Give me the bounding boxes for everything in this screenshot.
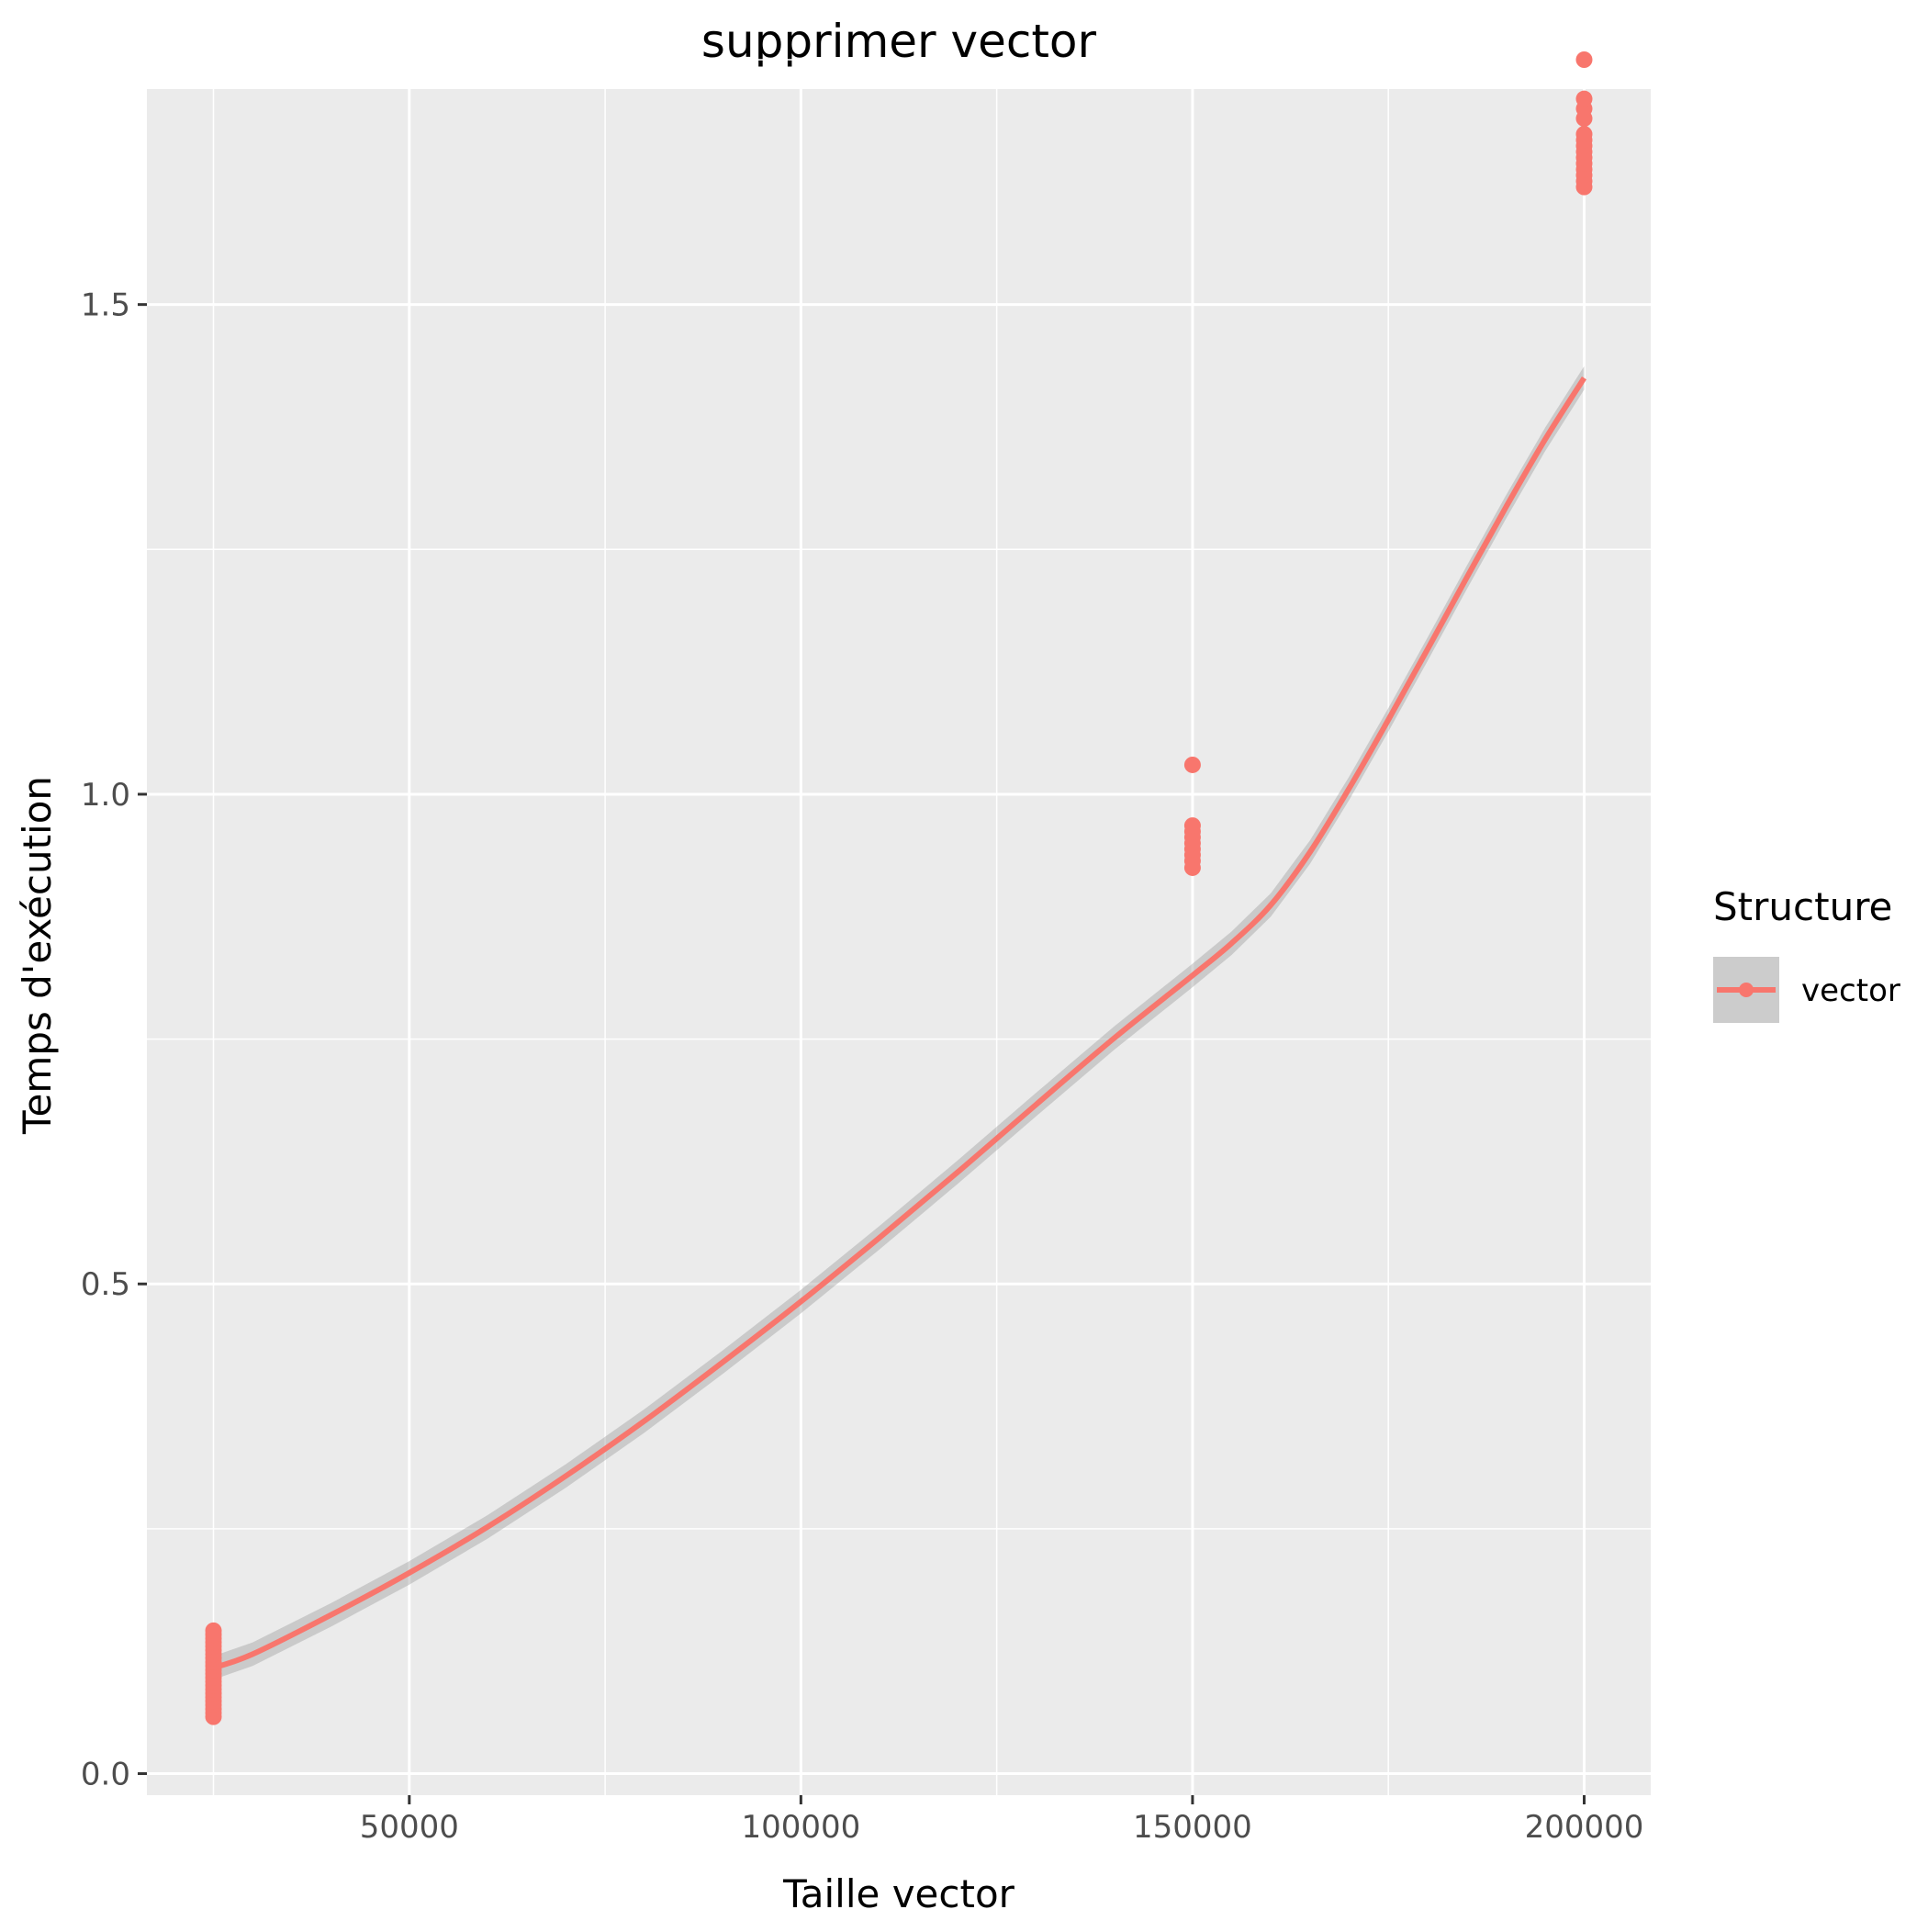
data-point (1575, 51, 1593, 69)
data-point (1575, 126, 1593, 143)
y-axis-title: Temps d'exécution (15, 776, 60, 1135)
plot-panel (147, 89, 1651, 1795)
x-tick-label: 150000 (1133, 1809, 1252, 1846)
legend: Structure vector (1713, 884, 1900, 1023)
smooth-line-vector (212, 376, 1587, 1671)
y-tick-label: 0.0 (81, 1757, 130, 1793)
y-tick-label: 1.5 (81, 287, 130, 324)
data-point (1183, 756, 1201, 773)
y-tick-label: 0.5 (81, 1266, 130, 1303)
legend-title: Structure (1713, 884, 1892, 929)
x-axis-title: Taille vector (782, 1871, 1015, 1916)
minor-gridlines (147, 59, 1651, 1795)
data-point (205, 1622, 222, 1639)
x-tick-label: 50000 (360, 1809, 459, 1846)
y-tick-label: 1.0 (81, 777, 130, 814)
data-point (1575, 90, 1593, 107)
x-tick-label: 100000 (741, 1809, 860, 1846)
smooth-line-layer (212, 376, 1587, 1671)
x-tick-label: 200000 (1525, 1809, 1644, 1846)
data-point (1183, 817, 1201, 835)
y-axis: 0.0 0.5 1.0 1.5 (81, 287, 147, 1793)
legend-label-vector: vector (1801, 972, 1900, 1009)
data-points-layer (205, 51, 1593, 1725)
x-axis: 50000 100000 150000 200000 (360, 1795, 1644, 1846)
major-gridlines (147, 89, 1651, 1795)
legend-key-point (1739, 983, 1754, 997)
